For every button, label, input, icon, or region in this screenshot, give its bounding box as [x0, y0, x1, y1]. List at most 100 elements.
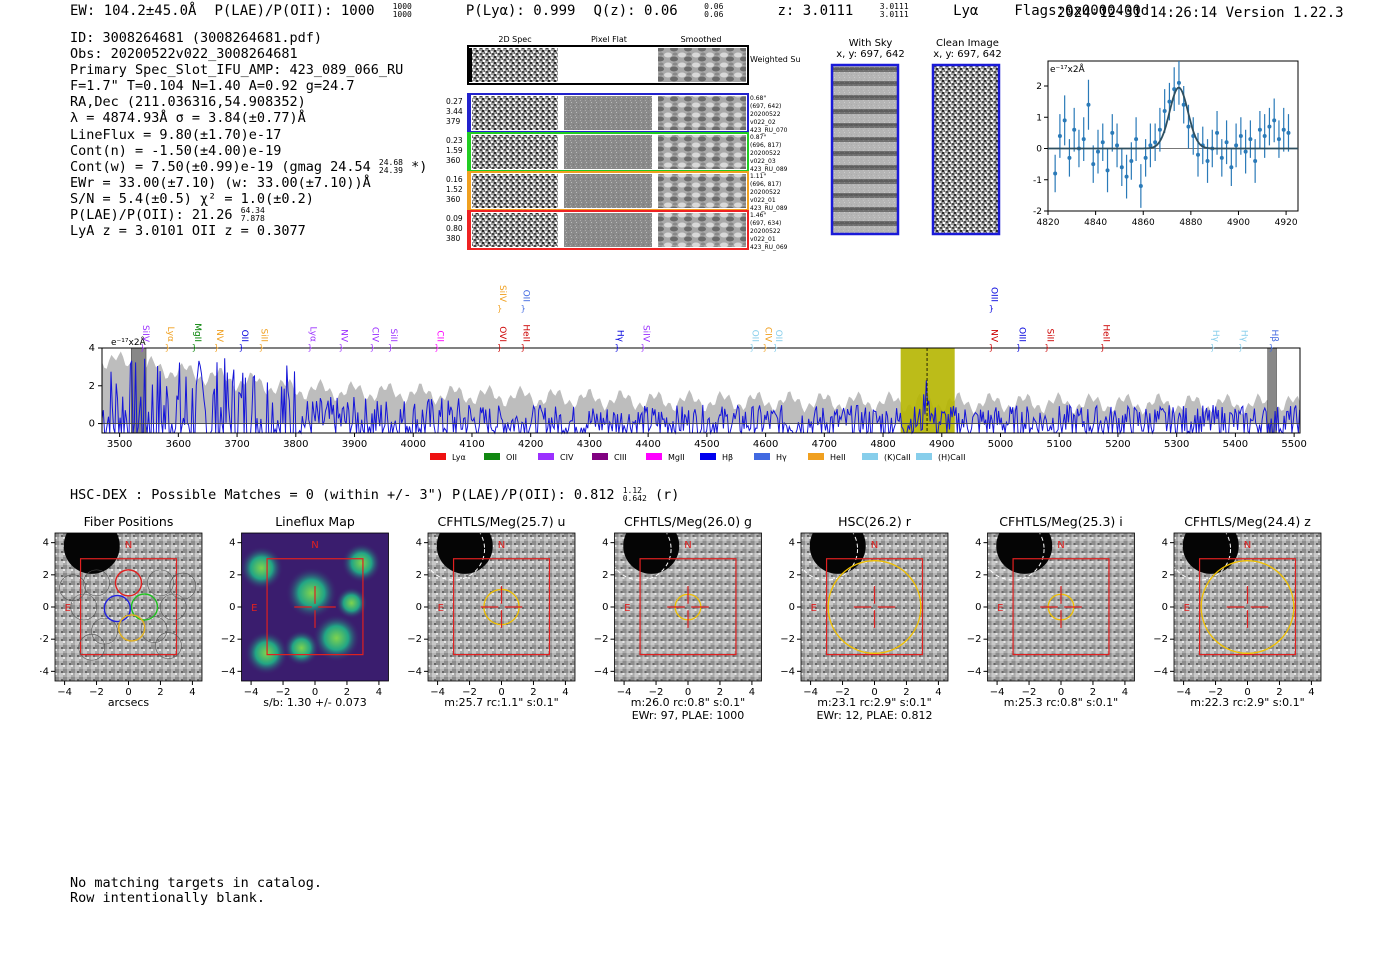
line-marker-brace: } [521, 343, 526, 352]
data-point [1243, 149, 1248, 154]
legend-swatch [700, 453, 716, 460]
data-point [1248, 137, 1253, 142]
panel-title: CFHTLS/Meg(25.3) i [999, 514, 1123, 529]
y-tick-label: 0 [89, 419, 95, 430]
y-tick-label: 2 [89, 381, 95, 392]
fiber-gap [560, 96, 564, 130]
fiber-circle [147, 569, 174, 597]
y-tick-label: −4 [1153, 666, 1168, 677]
data-point [1134, 137, 1139, 142]
catalog-footer: No matching targets in catalog. Row inten… [70, 876, 322, 906]
info-contn: Cont(n) = -1.50(±4.00)e-19 [70, 142, 282, 159]
fiber-smoothed [658, 213, 746, 247]
x-tick-label: 4 [749, 687, 755, 698]
x-tick-label: 4840 [1084, 218, 1107, 228]
x-tick-label: −4 [244, 687, 259, 698]
search-box [1012, 558, 1110, 656]
y-tick-label: 0 [229, 602, 235, 613]
line-marker-label: SiIV [497, 285, 507, 303]
search-box [79, 558, 178, 656]
x-tick-label: 0 [1058, 687, 1064, 698]
x-tick-label: −2 [1022, 687, 1037, 698]
x-tick-label: 0 [1244, 687, 1250, 698]
data-point [1281, 127, 1286, 132]
x-tick-label: 3500 [107, 439, 132, 450]
y-tick-label: 0 [1162, 602, 1168, 613]
panel-title: CFHTLS/Meg(25.7) u [438, 514, 566, 529]
info-id: ID: 3008264681 (3008264681.pdf) [70, 30, 322, 46]
line-marker-label: SiIV [640, 325, 650, 343]
legend-label: (K)CaII [884, 453, 911, 462]
fiber-color-tab [468, 133, 471, 171]
fiber-gap [654, 96, 658, 130]
info-sn: S/N = 5.4(±0.5) χ² = 1.0(±0.2) [70, 190, 314, 207]
search-box [825, 558, 924, 656]
y-tick-label: 2 [602, 570, 608, 581]
data-point [1276, 137, 1281, 142]
x-tick-label: 5100 [1046, 439, 1071, 450]
y-tick-label: −4 [594, 666, 609, 677]
legend-label: MgII [668, 453, 685, 462]
line-marker-label: CIV [370, 327, 380, 343]
panel-image [614, 533, 762, 681]
data-point [1215, 130, 1220, 135]
fiber-circle [83, 569, 110, 597]
fiber-circle-highlight [117, 614, 146, 642]
x-tick-label: 5200 [1105, 439, 1130, 450]
y-tick-label: 2 [43, 570, 49, 581]
with-sky-image [830, 63, 900, 236]
col-smoothed-label: Smoothed [681, 35, 722, 44]
legend-swatch [916, 453, 932, 460]
data-point [1124, 174, 1129, 179]
x-tick-label: 4880 [1179, 218, 1202, 228]
hscdex-summary: HSC-DEX : Possible Matches = 0 (within +… [70, 486, 680, 504]
line-highlight [900, 348, 955, 433]
legend-swatch [430, 453, 446, 460]
sky-clean-images [830, 63, 1001, 236]
x-tick-label: 5400 [1223, 439, 1248, 450]
col-2dspec-label: 2D Spec [498, 35, 531, 44]
panel-image [428, 533, 575, 681]
fiber-row: 0.23 1.59 360 0.87" (696, 817) 20200522 v022_0… [446, 132, 788, 173]
x-tick-label: −4 [990, 687, 1005, 698]
y-tick-label: −2 [407, 634, 422, 645]
east-label: E [251, 603, 257, 614]
y-tick-label: 4 [789, 538, 795, 549]
legend-label: (H)CaII [938, 453, 965, 462]
line-marker-brace: } [989, 343, 994, 352]
data-point [1110, 130, 1115, 135]
line-marker-label: CII [434, 330, 444, 342]
source-ellipse [987, 533, 1045, 581]
search-box [1198, 558, 1297, 656]
line-marker-label: HeII [1100, 324, 1110, 342]
legend-label: HeII [830, 453, 846, 462]
data-point [1143, 155, 1148, 160]
data-point [1153, 140, 1158, 145]
line-marker-label: OII [773, 330, 783, 342]
panel-image [1174, 533, 1321, 681]
data-point [1115, 143, 1120, 148]
info-radec: RA,Dec (211.036316,54.908352) [70, 94, 306, 111]
data-point [1186, 124, 1191, 129]
y-tick-label: 0 [43, 602, 49, 613]
line-marker-brace: } [388, 343, 393, 352]
fiber-smoothed [658, 174, 746, 208]
x-tick-label: 4 [1308, 687, 1314, 698]
legend-label: CIV [560, 453, 574, 462]
line-marker-label: Hγ [1210, 330, 1220, 343]
y-tick-label: 2 [975, 570, 981, 581]
panel-caption: m:26.0 rc:0.8" s:0.1" [631, 696, 746, 709]
y-tick-label: −4 [780, 666, 795, 677]
info-fparams: F=1.7" T=0.104 N=1.40 A=0.92 g=24.7 [70, 78, 355, 95]
y-tick-label: 4 [1162, 538, 1168, 549]
lineflux-blob [241, 546, 284, 590]
fiber-circle [159, 593, 187, 621]
line-marker-brace: } [615, 343, 620, 352]
data-point [1086, 102, 1091, 107]
x-tick-label: 4 [376, 687, 382, 698]
fiber-flat [564, 96, 652, 130]
line-marker-brace: } [989, 304, 994, 313]
line-marker-brace: } [307, 343, 312, 352]
y-tick-label: 2 [1036, 82, 1042, 92]
x-tick-label: 0 [125, 687, 131, 698]
